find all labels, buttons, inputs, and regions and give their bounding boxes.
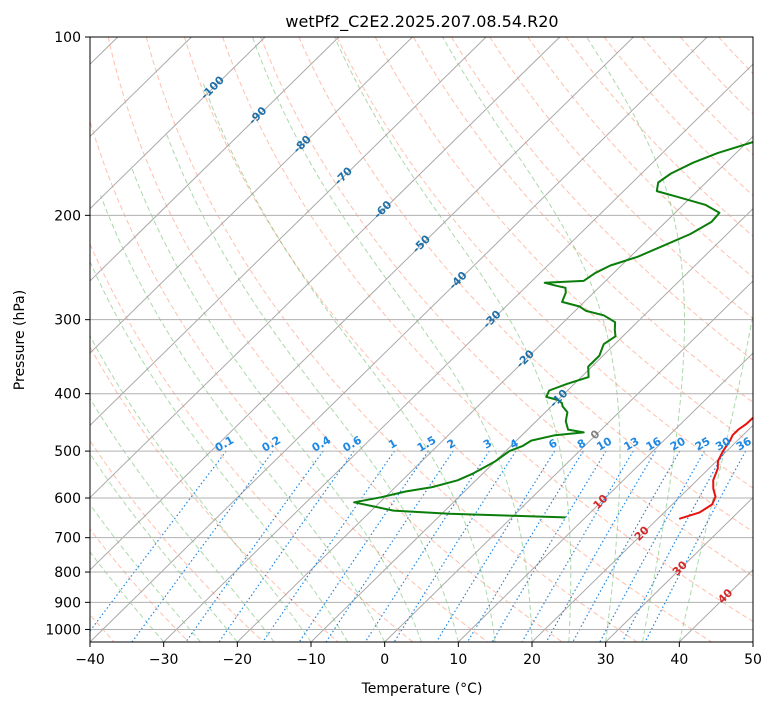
- y-tick-label: 200: [54, 208, 81, 224]
- x-tick-label: −30: [149, 652, 179, 668]
- x-tick-label: 50: [744, 652, 762, 668]
- x-tick-label: 0: [380, 652, 389, 668]
- y-tick-label: 300: [54, 313, 81, 329]
- y-tick-label: 1000: [45, 622, 81, 638]
- x-tick-label: −20: [223, 652, 253, 668]
- y-tick-label: 500: [54, 444, 81, 460]
- x-tick-label: 10: [449, 652, 467, 668]
- x-tick-label: 30: [597, 652, 615, 668]
- chart-title: wetPf2_C2E2.2025.207.08.54.R20: [285, 12, 558, 32]
- x-tick-label: 40: [670, 652, 688, 668]
- y-tick-label: 400: [54, 387, 81, 403]
- y-tick-label: 600: [54, 491, 81, 507]
- x-tick-label: −40: [75, 652, 105, 668]
- y-tick-label: 800: [54, 565, 81, 581]
- x-axis-label: Temperature (°C): [361, 681, 483, 697]
- x-tick-label: 20: [523, 652, 541, 668]
- y-tick-label: 900: [54, 595, 81, 611]
- y-tick-label: 100: [54, 30, 81, 46]
- y-tick-label: 700: [54, 531, 81, 547]
- x-tick-label: −10: [296, 652, 326, 668]
- y-axis-label: Pressure (hPa): [12, 290, 28, 390]
